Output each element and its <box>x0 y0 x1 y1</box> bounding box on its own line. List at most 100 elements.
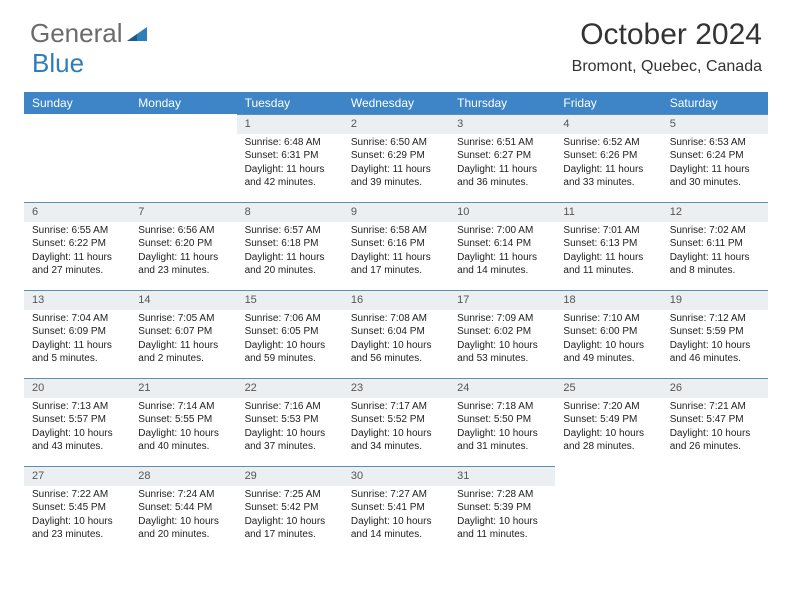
cell-line: Daylight: 11 hours <box>670 163 760 177</box>
day-number: 13 <box>24 290 130 310</box>
week-row: 27Sunrise: 7:22 AMSunset: 5:45 PMDayligh… <box>24 466 768 554</box>
cell-line: Daylight: 10 hours <box>457 515 547 529</box>
cell-line: Sunset: 5:57 PM <box>32 413 122 427</box>
calendar-cell: 25Sunrise: 7:20 AMSunset: 5:49 PMDayligh… <box>555 378 661 466</box>
logo-word2: Blue <box>32 48 84 79</box>
cell-line: Sunset: 6:09 PM <box>32 325 122 339</box>
calendar-cell: 29Sunrise: 7:25 AMSunset: 5:42 PMDayligh… <box>237 466 343 554</box>
cell-line: Daylight: 11 hours <box>245 163 335 177</box>
cell-line: Daylight: 10 hours <box>351 339 441 353</box>
cell-line: Sunrise: 7:24 AM <box>138 488 228 502</box>
cell-line: and 42 minutes. <box>245 176 335 190</box>
day-header: Thursday <box>449 92 555 114</box>
day-header: Sunday <box>24 92 130 114</box>
cell-body <box>130 134 236 140</box>
cell-body <box>662 486 768 492</box>
day-number: 14 <box>130 290 236 310</box>
cell-line: Sunrise: 7:01 AM <box>563 224 653 238</box>
cell-line: Sunrise: 7:21 AM <box>670 400 760 414</box>
cell-line: Sunrise: 7:28 AM <box>457 488 547 502</box>
cell-line: Sunset: 6:27 PM <box>457 149 547 163</box>
cell-line: and 40 minutes. <box>138 440 228 454</box>
cell-line: Daylight: 11 hours <box>138 251 228 265</box>
cell-line: Daylight: 10 hours <box>457 427 547 441</box>
cell-line: Sunset: 6:29 PM <box>351 149 441 163</box>
cell-body: Sunrise: 7:06 AMSunset: 6:05 PMDaylight:… <box>237 310 343 370</box>
cell-body <box>555 486 661 492</box>
cell-line: Sunrise: 7:06 AM <box>245 312 335 326</box>
day-header: Saturday <box>662 92 768 114</box>
day-number: 1 <box>237 114 343 134</box>
day-number: 28 <box>130 466 236 486</box>
calendar-cell: 7Sunrise: 6:56 AMSunset: 6:20 PMDaylight… <box>130 202 236 290</box>
cell-line: Daylight: 10 hours <box>245 515 335 529</box>
cell-line: and 36 minutes. <box>457 176 547 190</box>
cell-body: Sunrise: 6:48 AMSunset: 6:31 PMDaylight:… <box>237 134 343 194</box>
cell-body: Sunrise: 7:02 AMSunset: 6:11 PMDaylight:… <box>662 222 768 282</box>
cell-line: Sunset: 5:55 PM <box>138 413 228 427</box>
cell-line: and 28 minutes. <box>563 440 653 454</box>
cell-line: and 53 minutes. <box>457 352 547 366</box>
cell-line: Daylight: 11 hours <box>32 339 122 353</box>
calendar: SundayMondayTuesdayWednesdayThursdayFrid… <box>24 92 768 554</box>
cell-line: and 37 minutes. <box>245 440 335 454</box>
cell-line: Sunrise: 7:14 AM <box>138 400 228 414</box>
calendar-cell <box>555 466 661 554</box>
cell-line: Sunrise: 7:00 AM <box>457 224 547 238</box>
cell-body: Sunrise: 6:56 AMSunset: 6:20 PMDaylight:… <box>130 222 236 282</box>
day-number: 27 <box>24 466 130 486</box>
day-number: 19 <box>662 290 768 310</box>
cell-line: Sunrise: 6:58 AM <box>351 224 441 238</box>
cell-body: Sunrise: 7:16 AMSunset: 5:53 PMDaylight:… <box>237 398 343 458</box>
day-number: 7 <box>130 202 236 222</box>
cell-line: Sunrise: 7:20 AM <box>563 400 653 414</box>
cell-body: Sunrise: 6:58 AMSunset: 6:16 PMDaylight:… <box>343 222 449 282</box>
cell-body: Sunrise: 6:57 AMSunset: 6:18 PMDaylight:… <box>237 222 343 282</box>
cell-line: Sunset: 6:26 PM <box>563 149 653 163</box>
calendar-cell: 18Sunrise: 7:10 AMSunset: 6:00 PMDayligh… <box>555 290 661 378</box>
cell-line: Sunset: 6:04 PM <box>351 325 441 339</box>
calendar-cell: 14Sunrise: 7:05 AMSunset: 6:07 PMDayligh… <box>130 290 236 378</box>
cell-line: Sunset: 5:45 PM <box>32 501 122 515</box>
day-number: 8 <box>237 202 343 222</box>
cell-line: and 23 minutes. <box>32 528 122 542</box>
cell-line: Daylight: 10 hours <box>670 427 760 441</box>
page-title: October 2024 <box>572 18 762 52</box>
cell-line: and 2 minutes. <box>138 352 228 366</box>
calendar-weeks: 1Sunrise: 6:48 AMSunset: 6:31 PMDaylight… <box>24 114 768 554</box>
cell-line: Daylight: 10 hours <box>563 339 653 353</box>
cell-line: Sunrise: 7:02 AM <box>670 224 760 238</box>
cell-line: Sunset: 6:13 PM <box>563 237 653 251</box>
cell-line: Daylight: 11 hours <box>245 251 335 265</box>
cell-line: Daylight: 11 hours <box>32 251 122 265</box>
day-number: 17 <box>449 290 555 310</box>
day-header: Wednesday <box>343 92 449 114</box>
cell-body: Sunrise: 7:05 AMSunset: 6:07 PMDaylight:… <box>130 310 236 370</box>
cell-line: Sunset: 5:59 PM <box>670 325 760 339</box>
cell-line: Sunrise: 7:13 AM <box>32 400 122 414</box>
day-header-row: SundayMondayTuesdayWednesdayThursdayFrid… <box>24 92 768 114</box>
cell-line: and 14 minutes. <box>457 264 547 278</box>
logo-triangle-icon <box>127 25 149 43</box>
cell-line: Sunset: 5:47 PM <box>670 413 760 427</box>
day-number: 21 <box>130 378 236 398</box>
calendar-cell: 9Sunrise: 6:58 AMSunset: 6:16 PMDaylight… <box>343 202 449 290</box>
cell-line: and 8 minutes. <box>670 264 760 278</box>
cell-line: Daylight: 11 hours <box>563 251 653 265</box>
cell-line: Sunrise: 6:50 AM <box>351 136 441 150</box>
cell-line: and 30 minutes. <box>670 176 760 190</box>
day-number: 5 <box>662 114 768 134</box>
cell-line: Sunset: 5:44 PM <box>138 501 228 515</box>
cell-line: Sunset: 5:39 PM <box>457 501 547 515</box>
week-row: 20Sunrise: 7:13 AMSunset: 5:57 PMDayligh… <box>24 378 768 466</box>
cell-line: Sunrise: 7:05 AM <box>138 312 228 326</box>
cell-line: Sunset: 5:52 PM <box>351 413 441 427</box>
day-number: 22 <box>237 378 343 398</box>
calendar-cell: 6Sunrise: 6:55 AMSunset: 6:22 PMDaylight… <box>24 202 130 290</box>
cell-line: Sunrise: 7:04 AM <box>32 312 122 326</box>
cell-line: and 14 minutes. <box>351 528 441 542</box>
cell-line: Sunrise: 6:51 AM <box>457 136 547 150</box>
calendar-cell: 4Sunrise: 6:52 AMSunset: 6:26 PMDaylight… <box>555 114 661 202</box>
calendar-cell: 20Sunrise: 7:13 AMSunset: 5:57 PMDayligh… <box>24 378 130 466</box>
cell-body: Sunrise: 7:00 AMSunset: 6:14 PMDaylight:… <box>449 222 555 282</box>
